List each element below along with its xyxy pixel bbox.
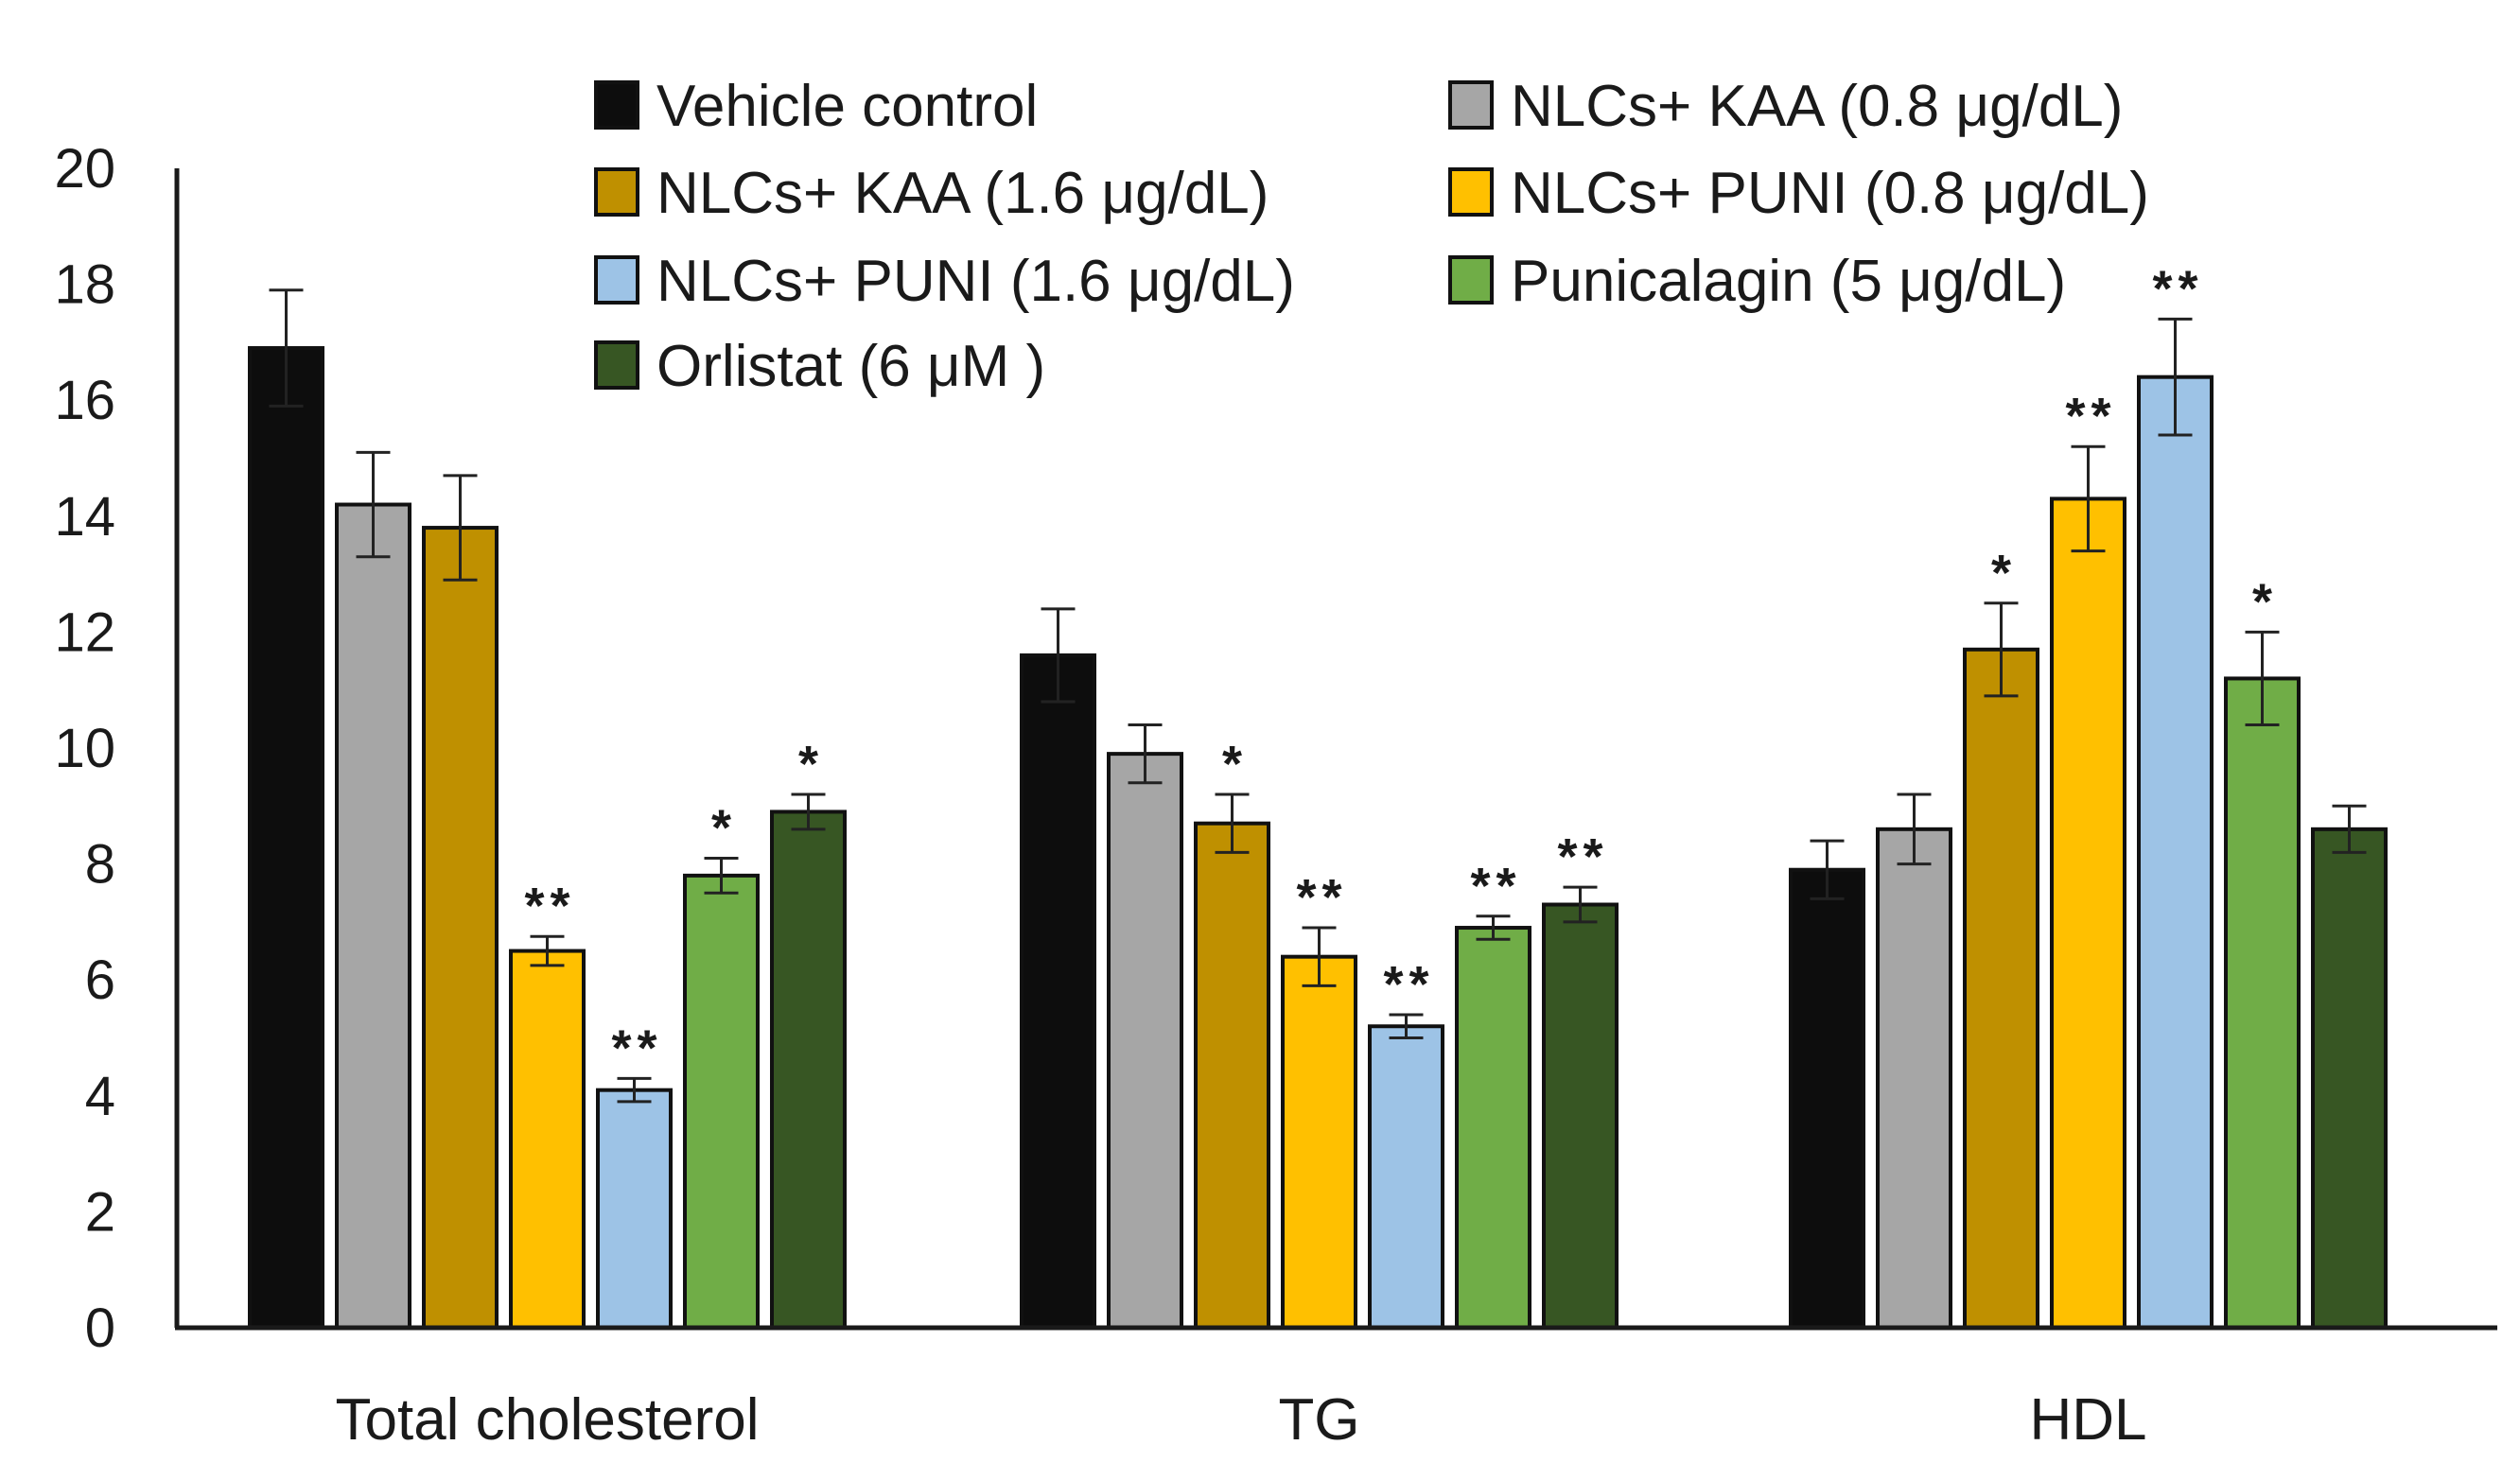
y-tick-label-16: 16 (54, 370, 115, 431)
legend-label-6: Punicalagin (5 μg/dL) (1511, 249, 2066, 314)
legend-swatch-6 (1448, 255, 1494, 305)
legend-label-4: NLCs+ PUNI (0.8 μg/dL) (1511, 161, 2149, 226)
significance-tg-series-5: ** (1383, 956, 1434, 1013)
bar-hdl-series-7 (2311, 827, 2388, 1330)
y-tick-label-2: 2 (85, 1181, 115, 1243)
y-tick-label-8: 8 (85, 834, 115, 896)
bar-total-cholesterol-series-4 (509, 949, 586, 1330)
bar-tg-series-7 (1542, 902, 1619, 1330)
y-tick-labels: 0 2 4 6 8 10 12 14 16 18 20 (54, 138, 115, 1359)
y-tick-label-14: 14 (54, 486, 115, 548)
legend-swatch-3 (594, 167, 639, 217)
bar-hdl-series-6 (2224, 676, 2301, 1330)
bar-tg-series-3 (1194, 821, 1270, 1330)
y-tick-label-18: 18 (54, 254, 115, 316)
bars-layer (248, 346, 2388, 1331)
significance-total-cholesterol-series-5: ** (611, 1019, 662, 1076)
y-tick-label-12: 12 (54, 601, 115, 663)
significance-tg-series-7: ** (1557, 828, 1608, 885)
legend-swatch-4 (1448, 167, 1494, 217)
significance-tg-series-4: ** (1296, 869, 1347, 926)
bar-total-cholesterol-series-6 (683, 873, 760, 1330)
error-bars-layer (269, 288, 2367, 1104)
bar-hdl-series-3 (1963, 647, 2039, 1330)
significance-hdl-series-6: * (2252, 573, 2278, 630)
legend-swatch-5 (594, 255, 639, 305)
legend-swatch-2 (1448, 80, 1494, 130)
bar-tg-series-1 (1020, 653, 1096, 1330)
y-tick-label-10: 10 (54, 718, 115, 779)
bar-total-cholesterol-series-3 (422, 526, 499, 1330)
bar-tg-series-6 (1455, 926, 1531, 1331)
bar-total-cholesterol-series-1 (248, 346, 324, 1330)
bar-tg-series-5 (1368, 1024, 1444, 1330)
y-tick-label-6: 6 (85, 949, 115, 1011)
legend-label-1: Vehicle control (656, 74, 1038, 139)
significance-hdl-series-3: * (1991, 545, 2017, 601)
significance-tg-series-3: * (1222, 736, 1248, 792)
legend-label-5: NLCs+ PUNI (1.6 μg/dL) (656, 249, 1295, 314)
legend-label-7: Orlistat (6 μM ) (656, 334, 1045, 399)
bar-total-cholesterol-series-2 (335, 502, 411, 1330)
significance-hdl-series-5: ** (2152, 260, 2203, 317)
x-label-hdl: HDL (2029, 1387, 2146, 1453)
legend-label-2: NLCs+ KAA (0.8 μg/dL) (1511, 74, 2123, 139)
bar-total-cholesterol-series-7 (770, 810, 847, 1330)
axes-layer (174, 168, 2497, 1331)
legend-swatch-7 (594, 340, 639, 390)
bar-hdl-series-5 (2137, 374, 2214, 1330)
bar-hdl-series-1 (1789, 867, 1865, 1330)
bar-tg-series-2 (1107, 752, 1183, 1330)
bar-tg-series-4 (1281, 954, 1357, 1330)
significance-total-cholesterol-series-7: * (798, 736, 824, 792)
x-label-tg: TG (1278, 1387, 1359, 1453)
significance-total-cholesterol-series-4: ** (524, 878, 575, 934)
significance-tg-series-6: ** (1470, 858, 1521, 914)
legend: Vehicle control NLCs+ KAA (0.8 μg/dL) NLCs… (594, 74, 2149, 399)
bar-total-cholesterol-series-5 (596, 1088, 673, 1331)
y-tick-label-4: 4 (85, 1066, 115, 1127)
significance-hdl-series-4: ** (2065, 388, 2116, 444)
significance-total-cholesterol-series-6: * (711, 799, 737, 856)
bar-hdl-series-4 (2050, 496, 2126, 1330)
y-tick-label-20: 20 (54, 138, 115, 200)
bar-hdl-series-2 (1876, 827, 1952, 1330)
legend-swatch-1 (594, 80, 639, 130)
x-category-labels: Total cholesterol TG HDL (335, 1387, 2146, 1453)
legend-label-3: NLCs+ KAA (1.6 μg/dL) (656, 161, 1269, 226)
significance-layer: ****** *************** (524, 260, 2278, 1076)
x-label-total-cholesterol: Total cholesterol (335, 1387, 759, 1453)
y-tick-label-0: 0 (85, 1297, 115, 1359)
